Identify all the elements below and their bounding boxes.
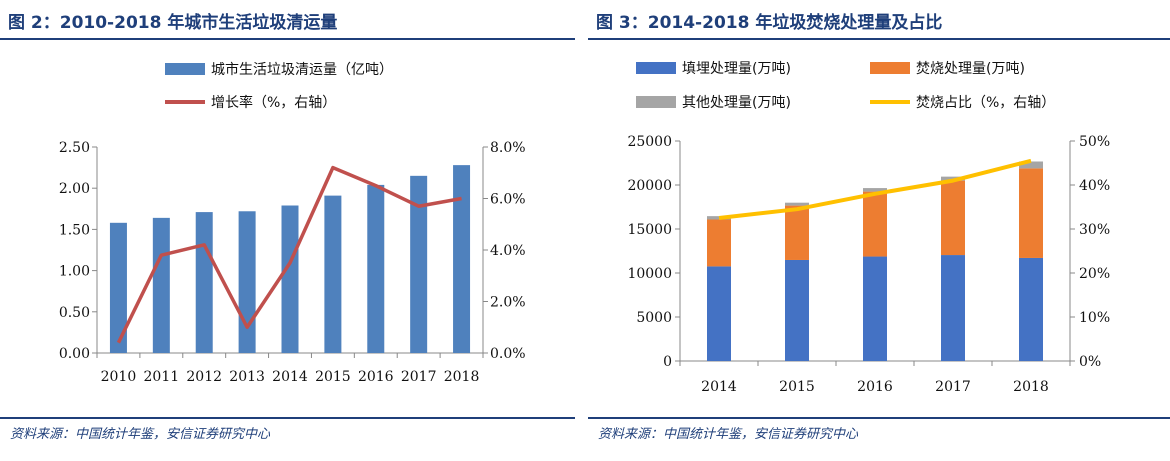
left-y-tick-label: 2.50 xyxy=(59,140,90,156)
left-source-rule xyxy=(0,417,575,419)
incineration-share-line xyxy=(718,158,1032,220)
left-y-tick-label: 5000 xyxy=(636,310,672,326)
bar-landfill-2017 xyxy=(941,255,965,361)
left-y-tick-label: 0.00 xyxy=(59,346,90,362)
legend-swatch-bar xyxy=(165,63,205,75)
left-y-tick-label: 1.00 xyxy=(59,264,90,280)
legend-label-line: 增长率（%，右轴） xyxy=(211,94,336,111)
legend-swatch-landfill xyxy=(636,62,676,74)
x-tick-label: 2016 xyxy=(857,379,893,395)
growth-rate-line xyxy=(116,165,462,344)
left-y-tick-label: 0 xyxy=(663,354,672,370)
right-y-tick-label: 0.0% xyxy=(490,346,526,362)
left-chart: 城市生活垃圾清运量（亿吨） 增长率（%，右轴） 0.00 0.50 1.00 1.50 2.… xyxy=(59,61,526,385)
legend-label-share: 焚烧占比（%，右轴） xyxy=(916,95,1055,111)
left-y-tick-label: 0.50 xyxy=(59,305,90,321)
left-title-rule xyxy=(0,38,575,40)
bar-2010 xyxy=(109,222,127,353)
bar-landfill-2016 xyxy=(863,256,887,361)
x-tick-label: 2017 xyxy=(401,369,437,385)
bar-other-2018 xyxy=(1019,161,1043,169)
right-y-tick-label: 40% xyxy=(1079,178,1110,194)
left-source-note: 资料来源：中国统计年鉴，安信证券研究中心 xyxy=(10,427,271,442)
x-tick-label: 2014 xyxy=(701,379,737,395)
bar-2017 xyxy=(410,175,428,353)
bar-2011 xyxy=(152,217,170,353)
bar-incineration-2017 xyxy=(941,180,965,256)
x-tick-label: 2015 xyxy=(779,379,815,395)
left-y-tick-label: 20000 xyxy=(627,178,672,194)
right-y-tick-label: 4.0% xyxy=(490,243,526,259)
right-y-tick-label: 20% xyxy=(1079,266,1110,282)
bar-incineration-2014 xyxy=(707,219,731,267)
legend-label-incineration: 焚烧处理量(万吨) xyxy=(916,61,1025,77)
right-y-tick-label: 2.0% xyxy=(490,295,526,311)
x-tick-label: 2010 xyxy=(101,369,137,385)
right-title-rule xyxy=(588,38,1170,40)
x-tick-label: 2013 xyxy=(229,369,265,385)
left-y-tick-label: 1.50 xyxy=(59,222,90,238)
x-tick-label: 2015 xyxy=(315,369,351,385)
bar-landfill-2015 xyxy=(785,259,809,361)
right-y-tick-label: 10% xyxy=(1079,310,1110,326)
x-tick-label: 2017 xyxy=(935,379,971,395)
right-source-rule xyxy=(588,417,1170,419)
right-y-tick-label: 6.0% xyxy=(490,192,526,208)
right-y-tick-label: 30% xyxy=(1079,222,1110,238)
legend-label-landfill: 填埋处理量(万吨) xyxy=(682,61,791,77)
bar-2012 xyxy=(195,212,213,353)
right-y-tick-label: 50% xyxy=(1079,134,1110,150)
bar-landfill-2018 xyxy=(1019,257,1043,361)
bar-other-2015 xyxy=(785,202,809,206)
legend-swatch-incineration xyxy=(870,62,910,74)
x-tick-label: 2011 xyxy=(144,369,180,385)
left-y-tick-label: 25000 xyxy=(627,134,672,150)
bar-2014 xyxy=(281,205,299,353)
bar-other-2016 xyxy=(863,188,887,192)
left-figure-title: 图 2：2010-2018 年城市生活垃圾清运量 xyxy=(8,13,338,33)
right-source-note: 资料来源：中国统计年鉴，安信证券研究中心 xyxy=(598,427,859,442)
bar-2016 xyxy=(367,184,385,353)
left-y-tick-label: 10000 xyxy=(627,266,672,282)
bar-2015 xyxy=(324,195,342,353)
right-chart: 填埋处理量(万吨) 焚烧处理量(万吨) 其他处理量(万吨) 焚烧占比（%，右轴） 0 50… xyxy=(627,61,1110,395)
x-tick-label: 2016 xyxy=(358,369,394,385)
left-y-tick-label: 2.00 xyxy=(59,181,90,197)
right-y-tick-label: 8.0% xyxy=(490,140,526,156)
bar-incineration-2018 xyxy=(1019,168,1043,258)
x-tick-label: 2014 xyxy=(272,369,308,385)
x-tick-label: 2018 xyxy=(1013,379,1049,395)
x-tick-label: 2018 xyxy=(444,369,480,385)
right-figure-panel: 图 3：2014-2018 年垃圾焚烧处理量及占比 填埋处理量(万吨) 焚烧处理量… xyxy=(588,0,1170,461)
right-figure-title: 图 3：2014-2018 年垃圾焚烧处理量及占比 xyxy=(596,13,943,33)
bar-incineration-2016 xyxy=(863,191,887,257)
bar-landfill-2014 xyxy=(707,266,731,361)
legend-swatch-other xyxy=(636,96,676,108)
bar-2018 xyxy=(453,165,471,353)
bar-incineration-2015 xyxy=(785,205,809,260)
legend-label-bar: 城市生活垃圾清运量（亿吨） xyxy=(211,61,393,78)
legend-label-other: 其他处理量(万吨) xyxy=(682,95,791,111)
right-y-tick-label: 0% xyxy=(1079,354,1101,370)
bar-2013 xyxy=(238,211,256,353)
left-figure-panel: 图 2：2010-2018 年城市生活垃圾清运量 城市生活垃圾清运量（亿吨） 增长… xyxy=(0,0,575,461)
left-y-tick-label: 15000 xyxy=(627,222,672,238)
x-tick-label: 2012 xyxy=(186,369,222,385)
